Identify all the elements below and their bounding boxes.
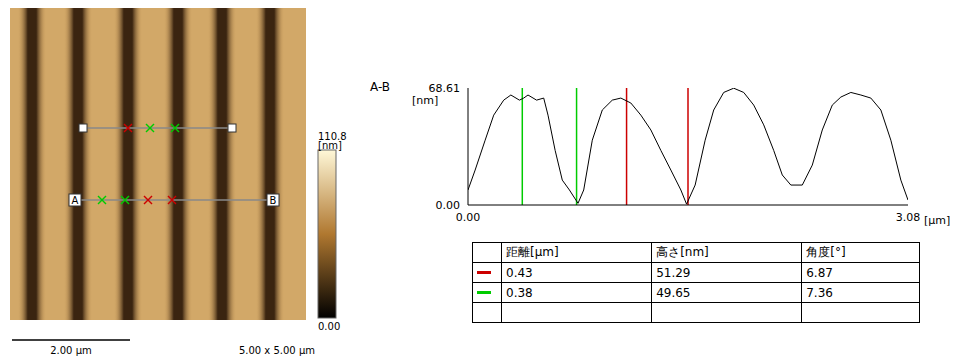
html-text:距離[µm]: 距離[µm] (506, 245, 559, 259)
svg-text:A: A (72, 195, 79, 206)
svg-text:0.00: 0.00 (436, 199, 461, 212)
svg-text:68.61: 68.61 (429, 82, 461, 95)
svg-text:5.00 x 5.00 µm: 5.00 x 5.00 µm (239, 345, 315, 356)
html-text:[µm]: [µm] (924, 214, 951, 227)
svg-text:110.8: 110.8 (318, 131, 347, 142)
html-text:6.87: 6.87 (806, 265, 833, 280)
svg-text:0.00: 0.00 (318, 321, 340, 332)
svg-text:[nm]: [nm] (318, 140, 342, 151)
html-text:49.65: 49.65 (656, 285, 691, 300)
html-text:7.36: 7.36 (806, 285, 833, 300)
html-text:0.38: 0.38 (506, 285, 533, 300)
svg-text:2.00 µm: 2.00 µm (50, 345, 92, 356)
html-text:角度[°]: 角度[°] (806, 245, 846, 259)
html-text:[nm]: [nm] (412, 94, 439, 107)
svg-text:B: B (270, 195, 277, 206)
svg-text:3.08: 3.08 (896, 211, 921, 224)
html-text:51.29: 51.29 (656, 265, 691, 280)
html-text:0.43: 0.43 (506, 265, 533, 280)
html-text:高さ[nm]: 高さ[nm] (656, 245, 709, 259)
svg-text:0.00: 0.00 (456, 211, 481, 224)
html-text:A-B: A-B (370, 80, 391, 94)
